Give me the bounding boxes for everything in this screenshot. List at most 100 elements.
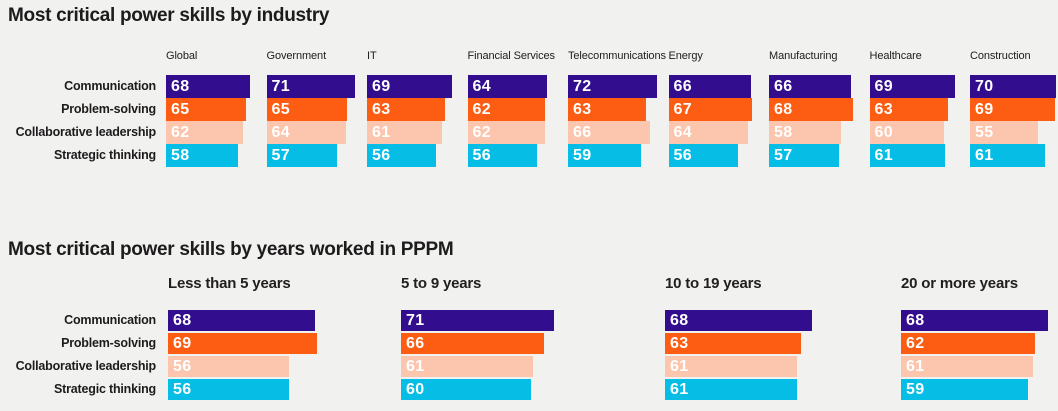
bar-value-label: 57: [774, 147, 793, 164]
column-header-5-to-9-years: 5 to 9 years: [401, 275, 482, 292]
bar-problem-solving: 68: [769, 98, 853, 121]
bar-strategic-thinking: 60: [401, 379, 531, 400]
bar-value-label: 64: [472, 78, 491, 95]
column-header-telecommunications: Telecommunications: [568, 50, 666, 62]
bar-problem-solving: 65: [166, 98, 246, 121]
bar-strategic-thinking: 56: [168, 379, 289, 400]
bar-value-label: 66: [673, 78, 692, 95]
column-header-government: Government: [266, 50, 327, 62]
column-header-less-than-5-years: Less than 5 years: [168, 275, 291, 292]
bar-value-label: 61: [874, 147, 893, 164]
bar-value-label: 63: [573, 101, 592, 118]
bar-problem-solving: 62: [901, 333, 1035, 354]
bar-value-label: 62: [472, 124, 491, 141]
row-label-communication: Communication: [64, 79, 156, 93]
bar-value-label: 60: [406, 381, 425, 398]
bar-collaborative-leadership: 61: [901, 356, 1033, 377]
bar-value-label: 55: [975, 124, 994, 141]
bar-collaborative-leadership: 55: [970, 121, 1038, 144]
bar-value-label: 66: [573, 124, 592, 141]
bar-collaborative-leadership: 61: [401, 356, 533, 377]
bar-communication: 71: [401, 310, 554, 331]
bar-value-label: 61: [975, 147, 994, 164]
bar-problem-solving: 67: [668, 98, 752, 121]
column-header-construction: Construction: [970, 50, 1031, 62]
bar-collaborative-leadership: 62: [166, 121, 243, 144]
bar-communication: 70: [970, 75, 1056, 98]
column-header-energy: Energy: [668, 50, 703, 62]
column-header-10-to-19-years: 10 to 19 years: [665, 275, 762, 292]
bar-value-label: 72: [573, 78, 592, 95]
bar-value-label: 59: [573, 147, 592, 164]
bar-strategic-thinking: 61: [869, 144, 945, 167]
bar-value-label: 63: [372, 101, 391, 118]
bar-value-label: 61: [372, 124, 391, 141]
bar-strategic-thinking: 57: [769, 144, 839, 167]
bar-value-label: 61: [670, 381, 689, 398]
bar-value-label: 58: [774, 124, 793, 141]
bar-communication: 69: [367, 75, 452, 98]
bar-problem-solving: 62: [467, 98, 545, 121]
bar-value-label: 60: [874, 124, 893, 141]
bar-value-label: 68: [173, 312, 192, 329]
row-label-collaborative-leadership: Collaborative leadership: [15, 125, 157, 139]
bar-value-label: 61: [906, 358, 925, 375]
bar-collaborative-leadership: 61: [367, 121, 442, 144]
bar-value-label: 70: [975, 78, 994, 95]
bar-problem-solving: 63: [869, 98, 948, 121]
bar-value-label: 56: [173, 381, 192, 398]
bar-collaborative-leadership: 61: [665, 356, 797, 377]
chart-industry-title: Most critical power skills by industry: [8, 5, 330, 26]
bar-strategic-thinking: 56: [467, 144, 537, 167]
column-header-global: Global: [166, 50, 198, 62]
bar-communication: 69: [869, 75, 955, 98]
row-label-problem-solving: Problem-solving: [61, 102, 156, 116]
bar-strategic-thinking: 61: [665, 379, 797, 400]
row-label-strategic-thinking: Strategic thinking: [54, 382, 156, 396]
bar-value-label: 68: [774, 101, 793, 118]
bar-value-label: 56: [173, 358, 192, 375]
bar-value-label: 64: [673, 124, 692, 141]
bar-value-label: 61: [670, 358, 689, 375]
bar-value-label: 69: [173, 335, 192, 352]
bar-problem-solving: 69: [168, 333, 317, 354]
bar-strategic-thinking: 56: [367, 144, 436, 167]
bar-problem-solving: 66: [401, 333, 544, 354]
row-label-communication: Communication: [64, 313, 156, 327]
bar-value-label: 69: [372, 78, 391, 95]
column-header-20-or-more-years: 20 or more years: [901, 275, 1018, 292]
bar-strategic-thinking: 56: [668, 144, 738, 167]
bar-value-label: 65: [171, 101, 190, 118]
bar-value-label: 56: [673, 147, 692, 164]
bar-collaborative-leadership: 56: [168, 356, 289, 377]
bar-strategic-thinking: 58: [166, 144, 238, 167]
bar-collaborative-leadership: 66: [568, 121, 650, 144]
bar-strategic-thinking: 59: [568, 144, 641, 167]
bar-collaborative-leadership: 62: [467, 121, 545, 144]
bar-problem-solving: 69: [970, 98, 1055, 121]
bar-value-label: 64: [271, 124, 290, 141]
bar-value-label: 68: [670, 312, 689, 329]
column-header-it: IT: [367, 50, 377, 62]
bar-value-label: 56: [372, 147, 391, 164]
bar-value-label: 66: [406, 335, 425, 352]
bar-value-label: 68: [906, 312, 925, 329]
bar-communication: 64: [467, 75, 547, 98]
bar-value-label: 71: [406, 312, 425, 329]
bar-collaborative-leadership: 58: [769, 121, 841, 144]
bar-value-label: 67: [673, 101, 692, 118]
bar-value-label: 65: [271, 101, 290, 118]
bar-value-label: 66: [774, 78, 793, 95]
bar-communication: 68: [901, 310, 1048, 331]
bar-strategic-thinking: 61: [970, 144, 1045, 167]
bar-value-label: 61: [406, 358, 425, 375]
bar-value-label: 63: [670, 335, 689, 352]
bar-value-label: 62: [906, 335, 925, 352]
bar-value-label: 62: [472, 101, 491, 118]
bar-value-label: 69: [975, 101, 994, 118]
bar-value-label: 69: [874, 78, 893, 95]
chart-years-title: Most critical power skills by years work…: [8, 239, 454, 260]
